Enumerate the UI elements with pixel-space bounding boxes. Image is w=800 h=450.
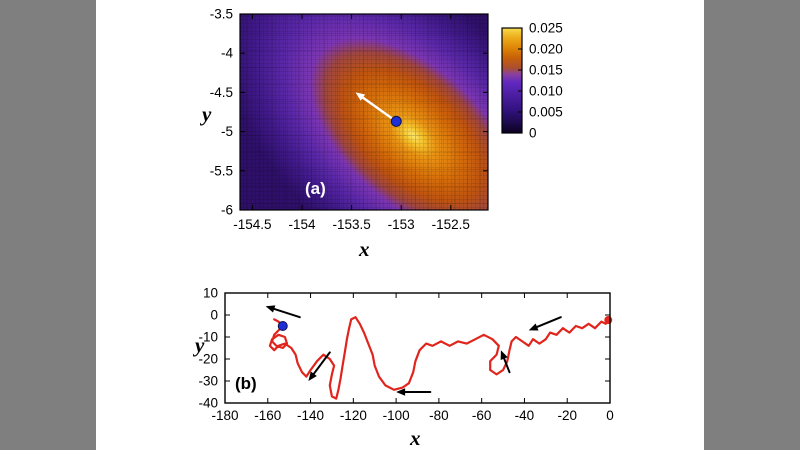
panel-a-xtick-label: -154.5 [233, 217, 271, 232]
panel-a-xtick-label: -152.5 [432, 217, 470, 232]
panel-a-xtick-label: -153 [388, 217, 415, 232]
direction-arrow-4-shaft [503, 357, 511, 374]
panel-b-xtick-label: -140 [297, 408, 324, 423]
direction-arrow-2-shaft [312, 351, 331, 375]
panel-b-ytick-label: -20 [198, 352, 218, 367]
panel-b-xtick-label: -120 [340, 408, 367, 423]
panel-b-xtick-label: -40 [515, 408, 535, 423]
panel-a-ylabel: y [202, 102, 212, 126]
panel-b-xlabel: x [410, 426, 421, 450]
velocity-arrow-shaft [361, 96, 398, 123]
panel-b-ylabel: y [195, 333, 205, 357]
colorbar-tick-label: 0.005 [529, 105, 563, 120]
colorbar-tick-label: 0.020 [529, 42, 563, 57]
panel-a-ytick-label: -4.5 [210, 85, 233, 100]
trajectory-path [268, 316, 612, 400]
panel-b-ytick-label: 10 [203, 286, 218, 301]
direction-arrow-2-head [308, 371, 317, 381]
particle-marker-b [277, 321, 288, 331]
panel-a-ytick-label: -5 [221, 124, 233, 139]
panel-b-label: (b) [235, 374, 257, 393]
panel-b-xtick-label: -100 [383, 408, 410, 423]
direction-arrow-5-head [528, 323, 539, 331]
direction-arrow-3-head [396, 388, 406, 396]
velocity-arrow [355, 92, 398, 123]
velocity-arrow-head [355, 92, 366, 101]
direction-arrow-5 [528, 316, 562, 331]
panel-b-xtick-label: -160 [254, 408, 281, 423]
direction-arrow-2 [308, 351, 331, 381]
panel-b-ytick-label: 0 [210, 308, 218, 323]
direction-arrow-5-shaft [536, 316, 562, 328]
panel-b-ytick-label: -40 [198, 396, 218, 411]
colorbar-tick-label: 0.025 [529, 21, 563, 36]
panel-a-ytick-label: -5.5 [210, 163, 233, 178]
panel-b-border [224, 292, 611, 404]
direction-arrow-3 [396, 388, 432, 396]
panel-b-ytick-label: -10 [198, 330, 218, 345]
particle-marker-a [390, 115, 402, 127]
panel-a-label: (a) [305, 179, 326, 198]
direction-arrow-1-shaft [273, 307, 301, 319]
direction-arrow-4-head [500, 350, 508, 360]
panel-b-xtick-label: -60 [472, 408, 492, 423]
panel-a-ytick-label: -3.5 [210, 7, 233, 22]
heatmap-mesh-coarse [240, 14, 488, 210]
panel-b-xtick-label: -80 [429, 408, 449, 423]
panel-a-border [239, 13, 489, 211]
colorbar-tick-label: 0 [529, 126, 537, 141]
panel-a-xlabel: x [359, 237, 370, 261]
panel-a-xtick-label: -154 [288, 217, 316, 232]
colorbar-tick-label: 0.010 [529, 84, 563, 99]
direction-arrow-1 [265, 305, 301, 319]
panel-a-ytick-label: -6 [221, 203, 233, 218]
direction-arrow-1-head [265, 305, 276, 313]
panel-b-xtick-label: -180 [211, 408, 238, 423]
panel-b-ytick-label: -30 [198, 374, 218, 389]
panel-b-plotarea [225, 293, 610, 403]
panel-b-xtick-label: 0 [606, 408, 614, 423]
panel-a-xtick-label: -153.5 [332, 217, 370, 232]
panel-a-ytick-label: -4 [221, 46, 233, 61]
panel-b-xtick-label: -20 [557, 408, 577, 423]
colorbar [501, 27, 523, 134]
trajectory-start-marker [604, 316, 613, 325]
direction-arrow-4 [500, 350, 511, 374]
colorbar-tick-label: 0.015 [529, 63, 563, 78]
